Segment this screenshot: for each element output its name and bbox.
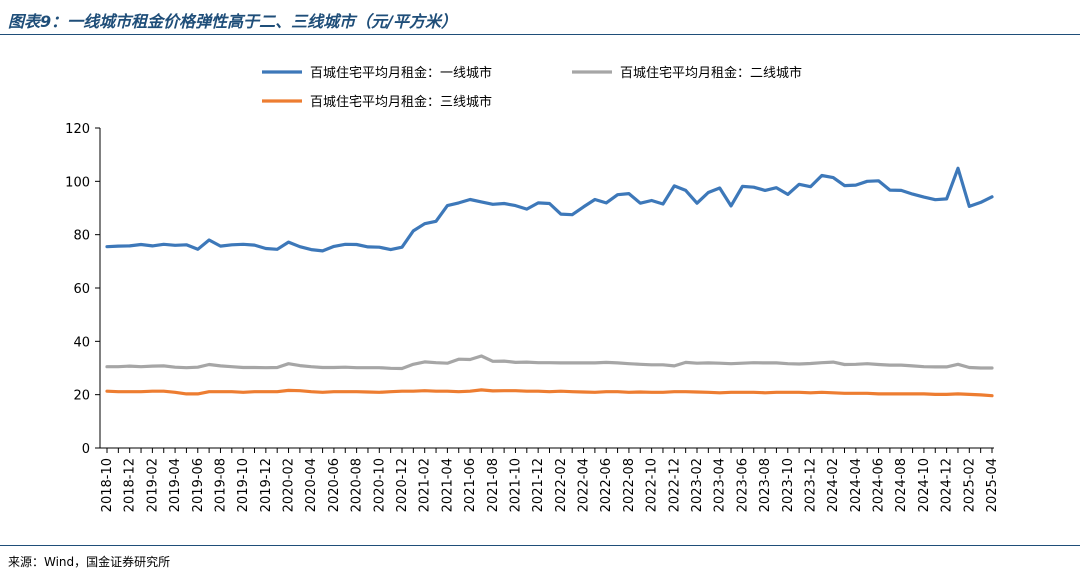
x-tick-label: 2022-08 (622, 458, 637, 512)
x-tick-label: 2019-04 (168, 458, 183, 512)
x-tick-label: 2022-04 (577, 458, 592, 512)
x-tick-label: 2018-10 (100, 458, 115, 512)
x-axis: 2018-10 2018-12 2019-02 2019-04 2019-06 2019-… (100, 447, 1000, 512)
x-tick-label: 2024-06 (872, 458, 887, 512)
x-tick-label: 2021-06 (463, 458, 478, 512)
x-tick-label: 2020-04 (304, 458, 319, 512)
x-tick-label: 2019-02 (145, 458, 160, 512)
title-divider (0, 34, 1080, 35)
x-tick-label: 2019-10 (236, 458, 251, 512)
y-tick-label: 60 (73, 282, 90, 297)
x-tick-label: 2020-08 (350, 458, 365, 512)
figure-title: 图表9：一线城市租金价格弹性高于二、三线城市（元/平方米） (8, 12, 457, 31)
x-tick-label: 2021-02 (418, 458, 433, 512)
x-tick-label: 2022-10 (645, 458, 660, 512)
y-tick-label: 40 (73, 335, 90, 350)
x-tick-label: 2020-06 (327, 458, 342, 512)
x-tick-label: 2024-04 (849, 458, 864, 512)
x-tick-label: 2024-02 (826, 458, 841, 512)
y-tick-label: 120 (65, 122, 90, 137)
x-tick-label: 2021-04 (440, 458, 455, 512)
x-tick-label: 2022-02 (554, 458, 569, 512)
x-tick-label: 2020-02 (282, 458, 297, 512)
plot-lines (105, 166, 994, 398)
y-tick-label: 20 (73, 389, 90, 404)
chart-legend: 百城住宅平均月租金：一线城市 百城住宅平均月租金：二线城市百城住宅平均月租金：三线… (262, 65, 802, 110)
x-tick-label: 2022-12 (667, 458, 682, 512)
x-tick-label: 2023-06 (735, 458, 750, 512)
x-tick-label: 2024-08 (894, 458, 909, 512)
x-tick-label: 2022-06 (599, 458, 614, 512)
legend-label-2: 百城住宅平均月租金：二线城市 (620, 65, 802, 81)
x-tick-label: 2024-10 (917, 458, 932, 512)
x-tick-label: 2023-10 (781, 458, 796, 512)
legend-label-3: 百城住宅平均月租金：三线城市 (310, 94, 492, 110)
line-chart: 百城住宅平均月租金：一线城市 百城住宅平均月租金：二线城市百城住宅平均月租金：三线… (65, 65, 1000, 512)
y-tick-label: 80 (73, 229, 90, 244)
x-tick-label: 2021-10 (508, 458, 523, 512)
series-line-2 (105, 354, 994, 371)
x-tick-label: 2020-12 (395, 458, 410, 512)
x-tick-label: 2023-08 (758, 458, 773, 512)
x-tick-label: 2021-08 (486, 458, 501, 512)
y-tick-label: 0 (82, 442, 90, 457)
x-tick-label: 2019-08 (213, 458, 228, 512)
y-axis: 0 20 40 60 80 100 120 (65, 122, 101, 457)
x-tick-label: 2023-12 (803, 458, 818, 512)
legend-label-1: 百城住宅平均月租金：一线城市 (310, 65, 492, 81)
x-tick-label: 2019-12 (259, 458, 274, 512)
source-divider (0, 545, 1080, 546)
x-tick-label: 2019-06 (191, 458, 206, 512)
x-tick-label: 2023-04 (713, 458, 728, 512)
x-tick-label: 2020-10 (372, 458, 387, 512)
series-line-1 (105, 166, 994, 253)
x-tick-label: 2023-02 (690, 458, 705, 512)
series-line-3 (105, 388, 994, 398)
x-tick-label: 2025-02 (962, 458, 977, 512)
x-tick-label: 2024-12 (940, 458, 955, 512)
x-tick-label: 2025-04 (985, 458, 1000, 512)
x-tick-label: 2018-12 (123, 458, 138, 512)
x-tick-label: 2021-12 (531, 458, 546, 512)
y-tick-label: 100 (65, 175, 90, 190)
source-note: 来源：Wind，国金证券研究所 (8, 555, 171, 569)
